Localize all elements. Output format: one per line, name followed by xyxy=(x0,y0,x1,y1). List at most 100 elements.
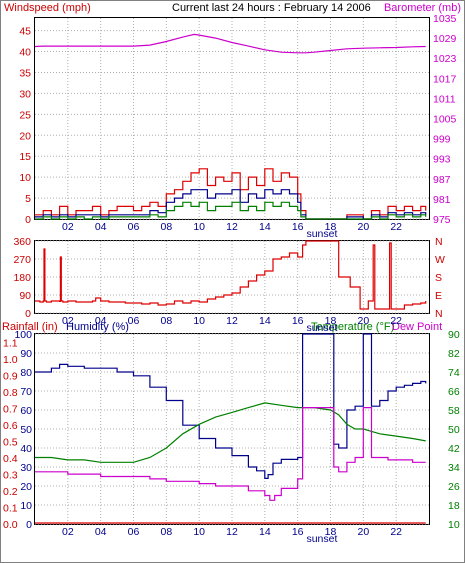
windspeed-tick-label: 40 xyxy=(19,47,31,59)
humidity-tick-label: 20 xyxy=(20,481,32,493)
panel-rain-humidity-temp xyxy=(34,333,430,525)
wind_min-series-line xyxy=(35,201,427,220)
temperature-tick-label: 42 xyxy=(448,443,460,455)
dewpoint-axis-label: Dew Point xyxy=(392,321,442,333)
humidity-tick-label: 90 xyxy=(20,348,32,360)
temperature-tick-label: 18 xyxy=(448,500,460,512)
x-tick-label: 04 xyxy=(95,526,107,538)
direction-tick-label: 0 xyxy=(25,308,31,320)
x-tick-label: 08 xyxy=(160,315,172,327)
rainfall-tick-label: 0.9 xyxy=(3,370,18,382)
x-tick-label: 12 xyxy=(226,315,238,327)
rainfall-tick-label: 0.7 xyxy=(3,403,18,415)
x-tick-label: 02 xyxy=(62,526,74,538)
sunset-label: sunset xyxy=(306,533,337,545)
x-tick-label: 10 xyxy=(193,221,205,233)
windspeed-tick-label: 30 xyxy=(19,88,31,100)
humidity-tick-label: 0 xyxy=(26,519,32,531)
direction-series-line xyxy=(35,240,427,310)
x-tick-label: 06 xyxy=(128,315,140,327)
temperature-tick-label: 74 xyxy=(448,367,460,379)
compass-tick-label: W xyxy=(435,254,445,266)
barometer-tick-label: 1011 xyxy=(433,93,456,105)
x-tick-label: 18 xyxy=(325,526,337,538)
humidity-series-line xyxy=(35,333,427,479)
x-tick-label: 08 xyxy=(160,526,172,538)
compass-tick-label: N xyxy=(435,308,443,320)
barometer-tick-label: 1005 xyxy=(433,114,457,126)
rainfall-tick-label: 1.0 xyxy=(3,354,18,366)
barometer-tick-label: 975 xyxy=(433,214,451,226)
temperature-tick-label: 10 xyxy=(448,519,460,531)
humidity-tick-label: 30 xyxy=(20,462,32,474)
x-tick-label: 04 xyxy=(95,221,107,233)
temperature-tick-label: 50 xyxy=(448,424,460,436)
data-series xyxy=(34,33,427,524)
windspeed-tick-label: 0 xyxy=(25,214,31,226)
humidity-tick-label: 60 xyxy=(20,405,32,417)
barometer-tick-label: 1023 xyxy=(433,53,457,65)
sunset-label: sunset xyxy=(306,228,337,240)
x-tick-label: 02 xyxy=(62,315,74,327)
barometer-tick-label: 987 xyxy=(433,174,451,186)
compass-tick-label: E xyxy=(435,290,442,302)
barometer-tick-label: 1035 xyxy=(433,13,457,25)
temperature-tick-label: 66 xyxy=(448,386,460,398)
x-tick-label: 08 xyxy=(160,221,172,233)
sunset-label: sunset xyxy=(306,322,337,334)
temperature-tick-label: 26 xyxy=(448,481,460,493)
x-tick-label: 16 xyxy=(292,221,304,233)
temperature-series-line xyxy=(35,402,426,463)
compass-tick-label: N xyxy=(435,236,443,248)
rainfall-tick-label: 0.0 xyxy=(3,519,18,531)
humidity-tick-label: 40 xyxy=(20,443,32,455)
wind_avg-series-line xyxy=(35,189,427,220)
x-tick-label: 10 xyxy=(193,315,205,327)
temperature-tick-label: 82 xyxy=(448,348,460,360)
humidity-tick-label: 100 xyxy=(14,329,32,341)
x-tick-label: 20 xyxy=(357,526,369,538)
rainfall-tick-label: 0.3 xyxy=(3,469,18,481)
humidity-tick-label: 50 xyxy=(20,424,32,436)
rainfall-tick-label: 0.6 xyxy=(3,420,18,432)
humidity-tick-label: 80 xyxy=(20,367,32,379)
windspeed-tick-label: 25 xyxy=(19,109,31,121)
temperature-tick-label: 90 xyxy=(448,329,460,341)
humidity-axis-label: Humidity (%) xyxy=(66,321,129,333)
x-tick-label: 16 xyxy=(292,526,304,538)
x-tick-label: 18 xyxy=(325,315,337,327)
humidity-tick-label: 10 xyxy=(20,500,32,512)
dewpoint-series-line xyxy=(35,407,426,501)
direction-tick-label: 90 xyxy=(19,290,31,302)
windspeed-axis-label: Windspeed (mph) xyxy=(4,2,91,14)
barometer-axis-label: Barometer (mb) xyxy=(384,2,461,14)
x-tick-label: 20 xyxy=(357,221,369,233)
direction-tick-label: 270 xyxy=(13,254,31,266)
rainfall-tick-label: 0.4 xyxy=(3,453,18,465)
x-tick-label: 20 xyxy=(357,315,369,327)
rainfall-tick-label: 1.1 xyxy=(3,337,18,349)
windspeed-tick-label: 15 xyxy=(19,151,31,163)
windspeed-tick-label: 10 xyxy=(19,172,31,184)
x-tick-label: 22 xyxy=(390,315,402,327)
x-tick-label: 22 xyxy=(390,221,402,233)
barometer-tick-label: 1029 xyxy=(433,33,457,45)
rainfall-tick-label: 0.1 xyxy=(3,502,18,514)
windspeed-tick-label: 20 xyxy=(19,130,31,142)
temperature-axis-label: Temperature (°F) xyxy=(311,321,394,333)
rainfall-axis-label: Rainfall (in) xyxy=(2,321,58,333)
x-tick-label: 14 xyxy=(259,315,271,327)
temperature-tick-label: 58 xyxy=(448,405,460,417)
gridlines xyxy=(35,18,429,525)
rainfall-tick-label: 0.8 xyxy=(3,387,18,399)
x-tick-label: 04 xyxy=(95,315,107,327)
x-tick-label: 14 xyxy=(259,221,271,233)
x-tick-label: 12 xyxy=(226,221,238,233)
barometer-series-line xyxy=(34,33,426,54)
windspeed-tick-label: 35 xyxy=(19,67,31,79)
windspeed-tick-label: 45 xyxy=(19,26,31,38)
direction-tick-label: 180 xyxy=(13,272,31,284)
rainfall-tick-label: 0.2 xyxy=(3,486,18,498)
